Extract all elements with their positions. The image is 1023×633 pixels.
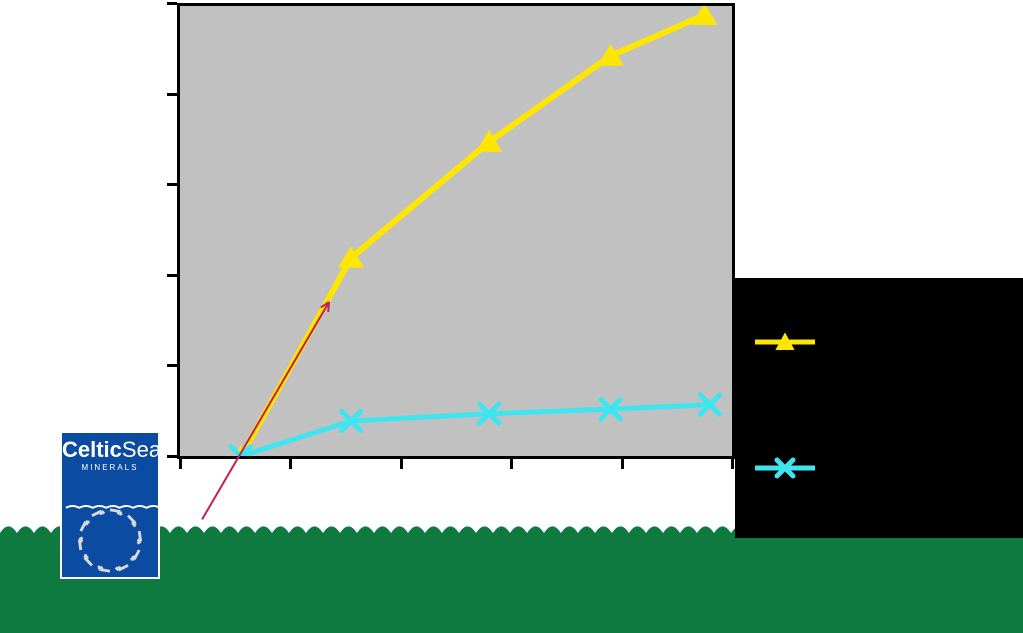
legend-box [735,278,1023,538]
celticsea-logo: CelticSea MINERALS [60,431,160,579]
logo-graphic [62,433,158,577]
stage: CelticSea MINERALS [0,0,1023,633]
legend-svg [735,278,1023,538]
